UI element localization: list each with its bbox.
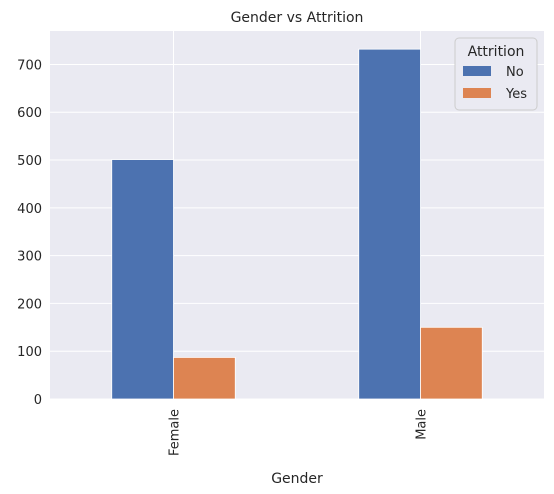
x-tick-label: Female	[168, 409, 183, 456]
y-tick-labels: 0 100 200 300 400 500 600 700	[17, 58, 42, 408]
x-tick-labels: Female Male	[168, 409, 430, 456]
bar-female-yes	[173, 357, 236, 400]
y-tick-label: 600	[17, 106, 42, 121]
y-tick-label: 100	[17, 345, 42, 360]
legend-swatch-yes	[463, 88, 491, 98]
y-tick-label: 300	[17, 250, 42, 265]
y-tick-label: 700	[17, 58, 42, 73]
legend-title: Attrition	[468, 44, 525, 60]
legend-swatch-no	[463, 66, 491, 76]
x-tick-label: Male	[415, 409, 430, 440]
y-tick-label: 0	[34, 393, 42, 408]
bar-male-no	[358, 48, 421, 400]
legend-label-no: No	[506, 65, 524, 80]
x-axis-label: Gender	[271, 471, 323, 487]
legend: Attrition No Yes	[454, 37, 538, 111]
bar-female-no	[111, 159, 174, 400]
bars	[111, 48, 483, 400]
chart-title: Gender vs Attrition	[231, 10, 364, 26]
bar-male-yes	[420, 326, 483, 400]
y-tick-label: 400	[17, 202, 42, 217]
y-tick-label: 500	[17, 154, 42, 169]
legend-label-yes: Yes	[505, 87, 527, 102]
y-tick-label: 200	[17, 297, 42, 312]
